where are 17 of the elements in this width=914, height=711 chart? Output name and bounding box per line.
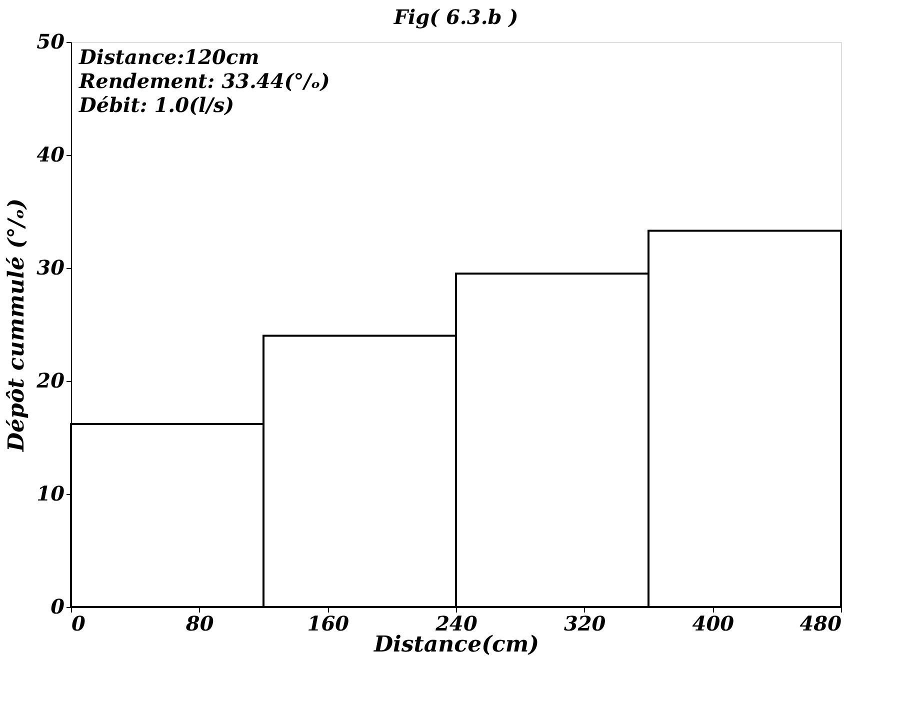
y-axis-title: Dépôt cummulé (°/ₒ) bbox=[4, 198, 30, 453]
x-tick-label: 480 bbox=[800, 612, 842, 636]
x-tick-label: 320 bbox=[564, 612, 606, 636]
y-tick-label: 10 bbox=[36, 482, 65, 506]
y-tick-label: 20 bbox=[36, 368, 65, 392]
x-tick-label: 80 bbox=[186, 612, 214, 636]
y-tick-label: 40 bbox=[36, 142, 65, 166]
annotation: Rendement: 33.44(°/ₒ) bbox=[78, 69, 330, 93]
x-tick-label: 160 bbox=[307, 612, 350, 636]
y-tick-label: 0 bbox=[50, 594, 65, 618]
x-tick-label: 400 bbox=[692, 612, 734, 636]
chart-title: Fig( 6.3.b ) bbox=[392, 5, 518, 29]
y-tick-label: 50 bbox=[36, 30, 65, 54]
x-tick-label: 0 bbox=[72, 612, 86, 636]
y-tick-label: 30 bbox=[36, 256, 65, 280]
annotation: Distance:120cm bbox=[78, 45, 260, 69]
annotation: Débit: 1.0(l/s) bbox=[78, 93, 234, 117]
